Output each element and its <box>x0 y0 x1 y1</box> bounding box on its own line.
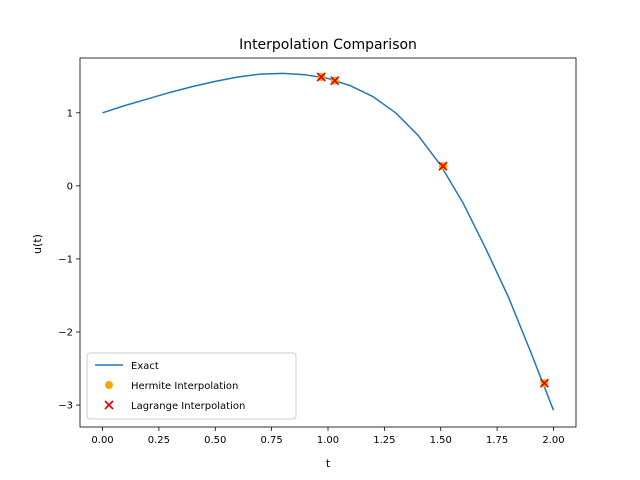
x-tick-label: 0.25 <box>148 435 170 446</box>
axes: 0.00 0.25 0.50 0.75 1.00 1.25 1.50 1.75 2.00 −3 −2… <box>58 57 577 446</box>
legend-key-circle <box>105 381 113 389</box>
lagrange-point <box>539 378 550 388</box>
y-axis-label: u(t) <box>31 234 44 254</box>
lagrange-point <box>438 161 448 171</box>
x-marker-stroke <box>316 72 326 82</box>
y-tick-label: −1 <box>58 254 73 265</box>
y-tick-label: 0 <box>67 181 73 192</box>
legend: Exact Hermite Interpolation Lagrange Inter… <box>86 352 297 420</box>
x-marker-stroke <box>104 400 114 410</box>
legend-label: Hermite Interpolation <box>131 381 238 392</box>
legend-box <box>86 352 297 420</box>
x-axis-label: t <box>326 457 331 470</box>
x-tick-label: 0.75 <box>261 435 283 446</box>
plot-marks <box>102 72 555 411</box>
lagrange-point <box>330 76 340 86</box>
y-tick-label: 1 <box>67 108 73 119</box>
x-tick-label: 1.25 <box>373 435 395 446</box>
x-marker-stroke <box>330 76 340 86</box>
x-tick-label: 1.75 <box>486 435 508 446</box>
series-line-exact <box>102 72 555 411</box>
x-tick-label: 1.00 <box>317 435 339 446</box>
x-tick-label: 2.00 <box>542 435 564 446</box>
x-tick-label: 1.50 <box>430 435 452 446</box>
lagrange-point <box>316 72 326 82</box>
y-tick-label: −2 <box>58 328 73 339</box>
legend-label: Exact <box>131 361 159 372</box>
x-marker-stroke <box>539 378 550 388</box>
y-tick-label: −3 <box>58 401 73 412</box>
chart-title: Interpolation Comparison <box>239 37 417 53</box>
x-marker-stroke <box>438 161 448 171</box>
x-tick-label: 0.00 <box>91 435 113 446</box>
x-tick-label: 0.50 <box>204 435 226 446</box>
legend-key-x <box>104 400 114 410</box>
legend-label: Lagrange Interpolation <box>131 401 245 412</box>
